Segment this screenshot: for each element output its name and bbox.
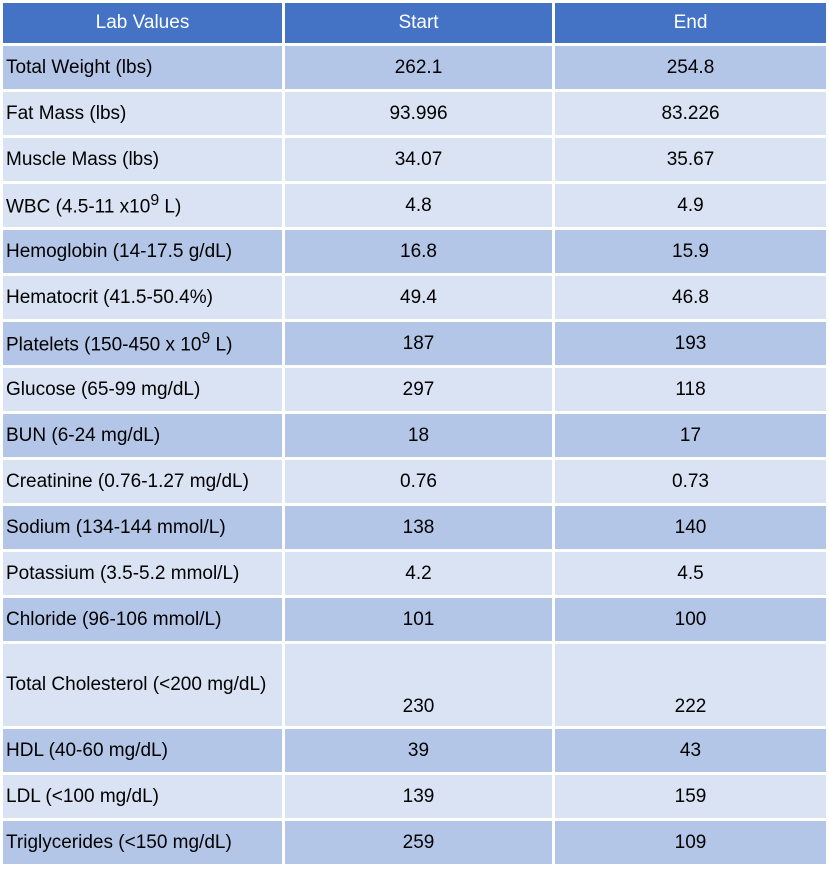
start-value: 4.8 bbox=[285, 184, 552, 227]
end-value: 109 bbox=[555, 821, 826, 864]
platelets-label-text: Platelets (150-450 x 10 bbox=[6, 334, 202, 356]
start-value: 297 bbox=[285, 368, 552, 411]
superscript-nine: 9 bbox=[201, 330, 211, 348]
end-value: 4.9 bbox=[555, 184, 826, 227]
start-value: 230 bbox=[285, 644, 552, 726]
end-value: 4.5 bbox=[555, 552, 826, 595]
row-label: BUN (6-24 mg/dL) bbox=[3, 414, 282, 457]
table-row: Platelets (150-450 x 109 L) 187 193 bbox=[3, 322, 826, 365]
table-row: Total Weight (lbs) 262.1 254.8 bbox=[3, 46, 826, 89]
table-row: Fat Mass (lbs) 93.996 83.226 bbox=[3, 92, 826, 135]
table-row: BUN (6-24 mg/dL) 18 17 bbox=[3, 414, 826, 457]
row-label: Potassium (3.5-5.2 mmol/L) bbox=[3, 552, 282, 595]
end-value: 35.67 bbox=[555, 138, 826, 181]
start-value: 138 bbox=[285, 506, 552, 549]
end-value: 83.226 bbox=[555, 92, 826, 135]
end-value: 140 bbox=[555, 506, 826, 549]
start-value: 49.4 bbox=[285, 276, 552, 319]
row-label: Total Weight (lbs) bbox=[3, 46, 282, 89]
start-value: 93.996 bbox=[285, 92, 552, 135]
table-row: WBC (4.5-11 x109 L) 4.8 4.9 bbox=[3, 184, 826, 227]
row-label: Muscle Mass (lbs) bbox=[3, 138, 282, 181]
start-value: 259 bbox=[285, 821, 552, 864]
table-row: Creatinine (0.76-1.27 mg/dL) 0.76 0.73 bbox=[3, 460, 826, 503]
row-label: Platelets (150-450 x 109 L) bbox=[3, 322, 282, 365]
table-row: Hematocrit (41.5-50.4%) 49.4 46.8 bbox=[3, 276, 826, 319]
row-label: Total Cholesterol (<200 mg/dL) bbox=[3, 644, 282, 726]
table-row: Glucose (65-99 mg/dL) 297 118 bbox=[3, 368, 826, 411]
end-value: 0.73 bbox=[555, 460, 826, 503]
start-value: 16.8 bbox=[285, 230, 552, 273]
table-row: LDL (<100 mg/dL) 139 159 bbox=[3, 775, 826, 818]
row-label: Fat Mass (lbs) bbox=[3, 92, 282, 135]
row-label: Glucose (65-99 mg/dL) bbox=[3, 368, 282, 411]
row-label: Sodium (134-144 mmol/L) bbox=[3, 506, 282, 549]
end-value: 159 bbox=[555, 775, 826, 818]
superscript-nine: 9 bbox=[150, 192, 160, 210]
row-label: LDL (<100 mg/dL) bbox=[3, 775, 282, 818]
end-value: 254.8 bbox=[555, 46, 826, 89]
start-value: 39 bbox=[285, 729, 552, 772]
row-label: Triglycerides (<150 mg/dL) bbox=[3, 821, 282, 864]
row-label: Hemoglobin (14-17.5 g/dL) bbox=[3, 230, 282, 273]
row-label: Hematocrit (41.5-50.4%) bbox=[3, 276, 282, 319]
end-value: 222 bbox=[555, 644, 826, 726]
row-label: HDL (40-60 mg/dL) bbox=[3, 729, 282, 772]
start-value: 34.07 bbox=[285, 138, 552, 181]
header-end: End bbox=[555, 3, 826, 43]
start-value: 4.2 bbox=[285, 552, 552, 595]
start-value: 262.1 bbox=[285, 46, 552, 89]
table-row: Muscle Mass (lbs) 34.07 35.67 bbox=[3, 138, 826, 181]
end-value: 46.8 bbox=[555, 276, 826, 319]
end-value: 43 bbox=[555, 729, 826, 772]
header-start: Start bbox=[285, 3, 552, 43]
end-value: 100 bbox=[555, 598, 826, 641]
platelets-label-unit: L) bbox=[210, 334, 233, 356]
table-row: Sodium (134-144 mmol/L) 138 140 bbox=[3, 506, 826, 549]
table-row: Total Cholesterol (<200 mg/dL) 230 222 bbox=[3, 644, 826, 726]
header-row: Lab Values Start End bbox=[3, 3, 826, 43]
table-row: Triglycerides (<150 mg/dL) 259 109 bbox=[3, 821, 826, 864]
end-value: 17 bbox=[555, 414, 826, 457]
end-value: 15.9 bbox=[555, 230, 826, 273]
wbc-label-unit: L) bbox=[159, 196, 182, 218]
row-label: Chloride (96-106 mmol/L) bbox=[3, 598, 282, 641]
row-label: WBC (4.5-11 x109 L) bbox=[3, 184, 282, 227]
header-lab-values: Lab Values bbox=[3, 3, 282, 43]
start-value: 18 bbox=[285, 414, 552, 457]
table-row: Potassium (3.5-5.2 mmol/L) 4.2 4.5 bbox=[3, 552, 826, 595]
table-row: HDL (40-60 mg/dL) 39 43 bbox=[3, 729, 826, 772]
row-label: Creatinine (0.76-1.27 mg/dL) bbox=[3, 460, 282, 503]
table-row: Hemoglobin (14-17.5 g/dL) 16.8 15.9 bbox=[3, 230, 826, 273]
wbc-label-text: WBC (4.5-11 x10 bbox=[6, 196, 151, 218]
table-row: Chloride (96-106 mmol/L) 101 100 bbox=[3, 598, 826, 641]
start-value: 101 bbox=[285, 598, 552, 641]
end-value: 193 bbox=[555, 322, 826, 365]
start-value: 187 bbox=[285, 322, 552, 365]
start-value: 139 bbox=[285, 775, 552, 818]
end-value: 118 bbox=[555, 368, 826, 411]
start-value: 0.76 bbox=[285, 460, 552, 503]
